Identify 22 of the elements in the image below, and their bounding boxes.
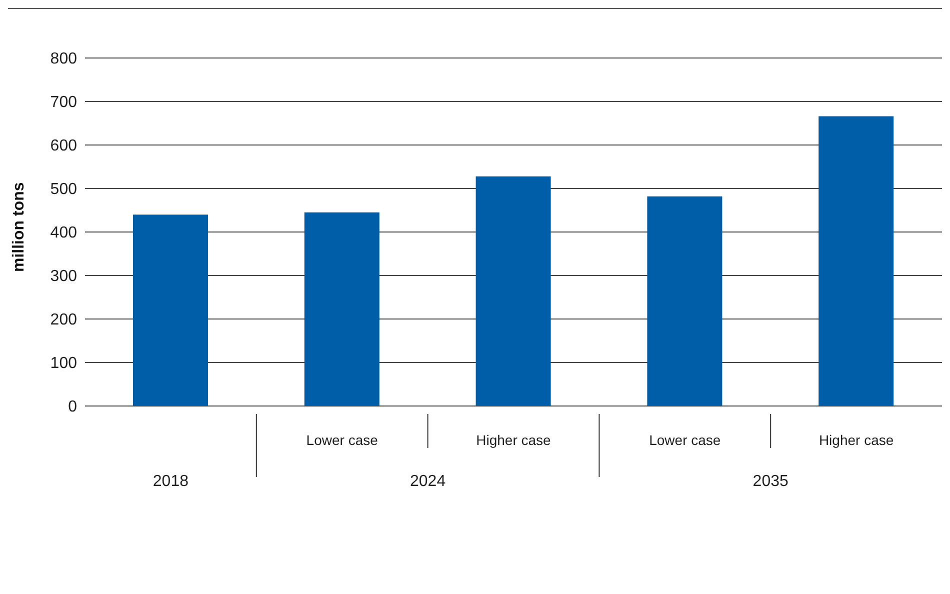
x-tick-label: Lower case xyxy=(306,432,378,448)
y-tick-label: 0 xyxy=(68,398,78,416)
bar xyxy=(647,196,722,406)
bar xyxy=(476,176,551,406)
y-tick-label: 400 xyxy=(50,224,78,242)
x-tick-label: Lower case xyxy=(649,432,721,448)
y-tick-label: 100 xyxy=(50,355,78,372)
x-tick-label: Higher case xyxy=(818,432,894,448)
text: 2018 xyxy=(152,473,189,490)
y-tick-label: 800 xyxy=(50,50,78,68)
bar xyxy=(818,116,894,406)
text: 2035 xyxy=(752,473,788,490)
y-tick-label: 600 xyxy=(50,138,78,155)
y-tick-label: 200 xyxy=(50,312,78,329)
y-tick-label: 700 xyxy=(50,94,78,112)
bar xyxy=(304,212,380,406)
y-tick-label: 300 xyxy=(50,268,78,286)
y-tick-label: 500 xyxy=(50,181,78,198)
y-axis-title: million tons xyxy=(10,182,28,272)
x-tick-label: Higher case xyxy=(476,432,552,448)
bar xyxy=(132,214,208,406)
text: 2024 xyxy=(410,473,446,490)
